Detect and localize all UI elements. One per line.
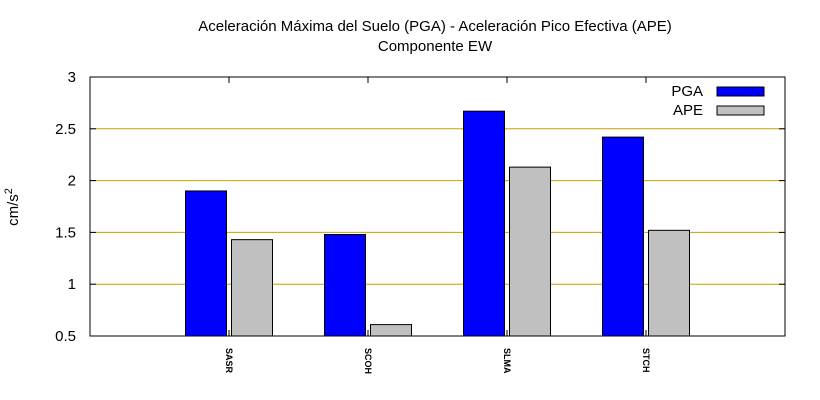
bar-ape-slma — [509, 166, 551, 337]
bars — [185, 110, 690, 337]
y-tick-label: 2 — [68, 173, 76, 190]
bar-ape-stch — [648, 229, 690, 337]
bar-pga-stch — [602, 136, 644, 337]
y-axis-label-superscript: 2 — [3, 188, 15, 194]
bar-ape-scoh — [370, 324, 412, 337]
y-axis-label: cm/s2 — [3, 188, 22, 226]
y-tick-label: 1.5 — [55, 224, 76, 241]
bar-ape-sasr — [231, 239, 273, 337]
x-tick-label: STCH — [641, 348, 651, 373]
legend: PGA APE — [671, 83, 765, 119]
legend-label-ape: APE — [673, 102, 703, 119]
x-tick-label: SASR — [224, 348, 234, 374]
y-tick-label: 0.5 — [55, 328, 76, 345]
chart-title: Aceleración Máxima del Suelo (PGA) - Ace… — [198, 18, 672, 35]
x-tick-label: SCOH — [363, 348, 373, 374]
y-tick-label: 3 — [68, 69, 76, 86]
x-tick-label: SLMA — [502, 348, 512, 374]
plot-frame — [89, 76, 786, 337]
y-axis-label-base: cm/s — [5, 194, 22, 226]
bar-pga-slma — [463, 110, 505, 337]
x-axis-ticks: SASR SCOH SLMA STCH — [224, 77, 651, 374]
bar-pga-scoh — [324, 233, 366, 337]
y-tick-label: 1 — [68, 276, 76, 293]
chart-subtitle: Componente EW — [378, 38, 493, 55]
y-tick-label: 2.5 — [55, 121, 76, 138]
bar-pga-sasr — [185, 190, 227, 337]
y-axis-ticks: 0.5 1 1.5 2 2.5 3 — [55, 69, 785, 345]
legend-swatch-pga — [716, 86, 765, 97]
legend-swatch-ape — [716, 105, 765, 116]
legend-label-pga: PGA — [671, 83, 703, 100]
